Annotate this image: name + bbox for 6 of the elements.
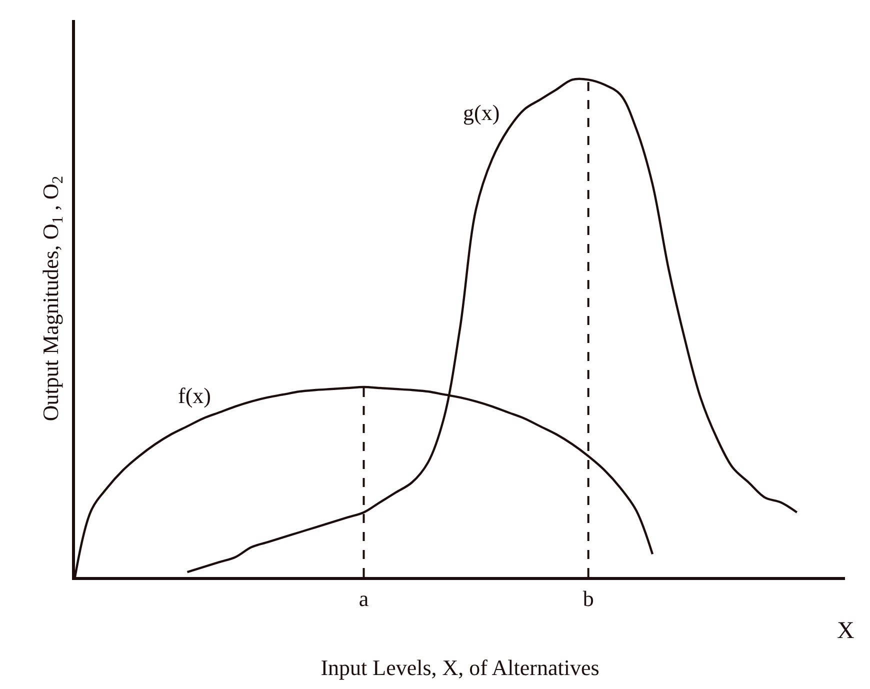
series-label: f(x): [178, 383, 211, 408]
series-label: g(x): [463, 100, 500, 125]
x-axis-title: Input Levels, X, of Alternatives: [320, 655, 600, 680]
text: X: [837, 618, 854, 644]
x-tick-label: b: [582, 586, 594, 612]
x-tick-label: a: [358, 586, 369, 612]
